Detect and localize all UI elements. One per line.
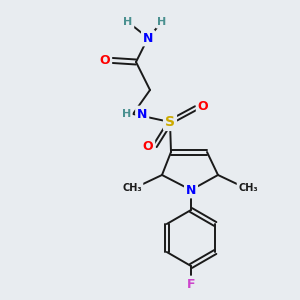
Text: CH₃: CH₃ xyxy=(238,183,258,193)
Text: F: F xyxy=(187,278,195,290)
Text: O: O xyxy=(198,100,208,113)
Text: N: N xyxy=(137,107,147,121)
Text: O: O xyxy=(100,53,110,67)
Text: S: S xyxy=(165,115,175,129)
Text: CH₃: CH₃ xyxy=(122,183,142,193)
Text: H: H xyxy=(123,17,133,27)
Text: H: H xyxy=(122,109,131,119)
Text: N: N xyxy=(186,184,196,196)
Text: O: O xyxy=(143,140,153,154)
Text: N: N xyxy=(143,32,153,44)
Text: H: H xyxy=(158,17,166,27)
